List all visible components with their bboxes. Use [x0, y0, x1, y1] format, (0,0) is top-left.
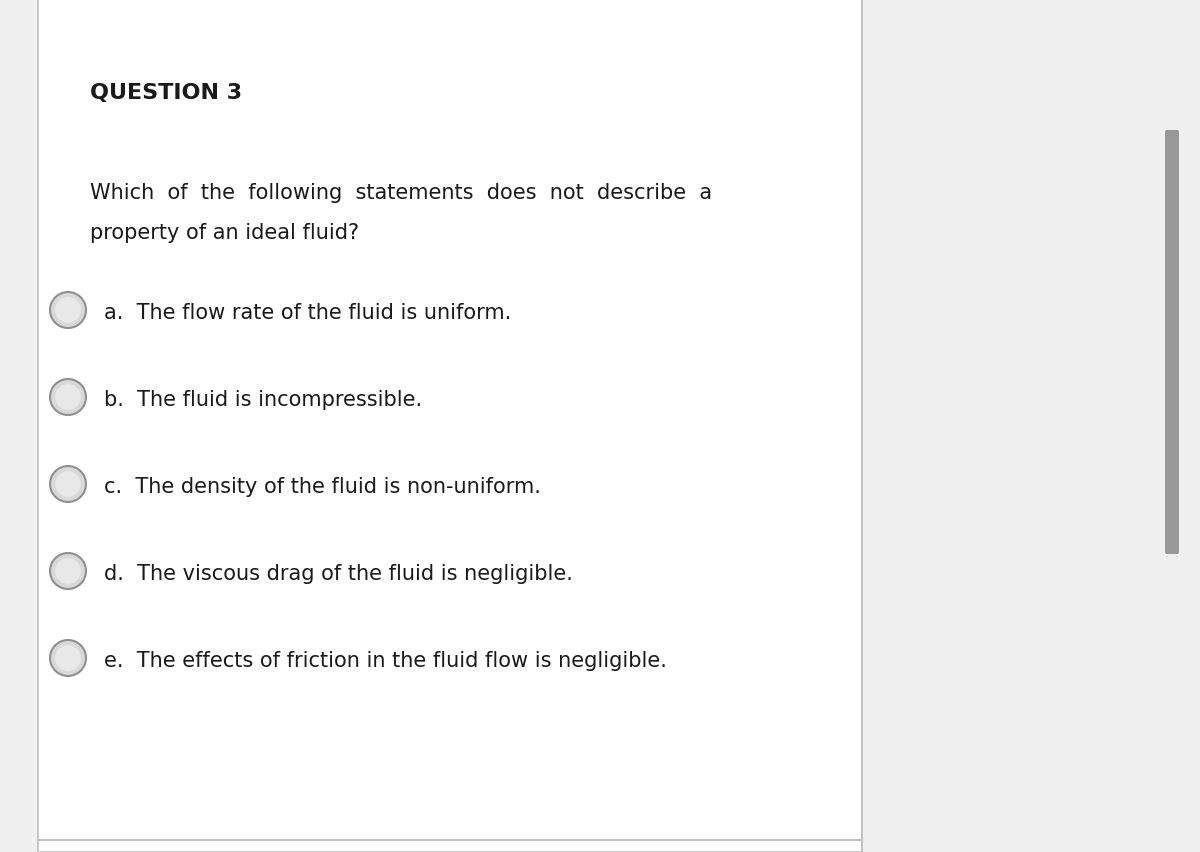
- Text: e.  The effects of friction in the fluid flow is negligible.: e. The effects of friction in the fluid …: [104, 650, 667, 671]
- Text: c.  The density of the fluid is non-uniform.: c. The density of the fluid is non-unifo…: [104, 476, 541, 497]
- Circle shape: [50, 640, 86, 676]
- Circle shape: [50, 292, 86, 329]
- Text: b.  The fluid is incompressible.: b. The fluid is incompressible.: [104, 389, 422, 410]
- Circle shape: [55, 297, 80, 324]
- Text: d.  The viscous drag of the fluid is negligible.: d. The viscous drag of the fluid is negl…: [104, 563, 572, 584]
- FancyBboxPatch shape: [38, 0, 862, 852]
- Text: Which  of  the  following  statements  does  not  describe  a: Which of the following statements does n…: [90, 183, 712, 203]
- Circle shape: [50, 553, 86, 590]
- FancyBboxPatch shape: [1165, 131, 1178, 555]
- Circle shape: [50, 379, 86, 416]
- Text: QUESTION 3: QUESTION 3: [90, 83, 242, 103]
- Circle shape: [55, 558, 80, 584]
- Circle shape: [55, 384, 80, 411]
- Circle shape: [50, 466, 86, 503]
- Text: a.  The flow rate of the fluid is uniform.: a. The flow rate of the fluid is uniform…: [104, 302, 511, 323]
- Text: property of an ideal fluid?: property of an ideal fluid?: [90, 222, 359, 243]
- Circle shape: [55, 645, 80, 671]
- Circle shape: [55, 471, 80, 498]
